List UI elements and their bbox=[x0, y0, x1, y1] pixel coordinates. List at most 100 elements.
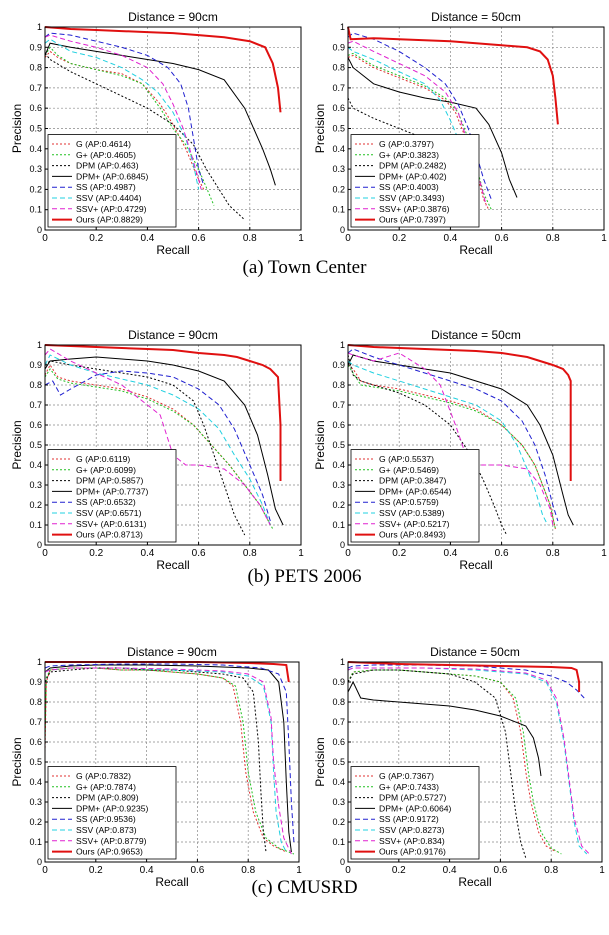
y-tick-label: 0.2 bbox=[332, 184, 345, 194]
y-tick-label: 0.5 bbox=[332, 124, 345, 134]
caption-cmusrd: (c) CMUSRD bbox=[251, 877, 358, 898]
legend: G (AP:0.6119)G+ (AP:0.6099)DPM (AP:0.585… bbox=[47, 449, 177, 543]
legend-entry: DPM+ (AP:0.6064) bbox=[379, 803, 452, 813]
x-tick-label: 0.2 bbox=[392, 233, 406, 244]
chart-title: Distance = 90cm bbox=[127, 645, 217, 659]
legend-entry: DPM (AP:0.5727) bbox=[379, 793, 446, 803]
y-tick-label: 0.8 bbox=[332, 380, 345, 390]
y-tick-label: 0.3 bbox=[29, 797, 42, 807]
x-tick-label: 0.8 bbox=[243, 233, 257, 244]
series-line-g-plus bbox=[44, 667, 295, 855]
series-line-ss bbox=[44, 370, 271, 522]
y-tick-label: 0.5 bbox=[332, 440, 345, 450]
legend-entry: SS (AP:0.4987) bbox=[76, 182, 136, 192]
y-tick-label: 0.6 bbox=[29, 420, 42, 430]
series-line-dpm-plus bbox=[347, 57, 518, 198]
y-axis-label: Precision bbox=[313, 737, 327, 786]
y-tick-label: 0 bbox=[37, 857, 42, 867]
legend-entry: SSV+ (AP:0.3876) bbox=[379, 204, 450, 214]
y-axis-label: Precision bbox=[10, 737, 24, 786]
legend-entry: G+ (AP:0.4605) bbox=[76, 150, 136, 160]
caption-town-center: (a) Town Center bbox=[242, 257, 367, 278]
y-tick-label: 0.3 bbox=[332, 164, 345, 174]
x-tick-label: 1 bbox=[601, 548, 607, 559]
legend: G (AP:0.4614)G+ (AP:0.4605)DPM (AP:0.463… bbox=[47, 134, 177, 228]
legend-entry: SS (AP:0.5759) bbox=[379, 497, 439, 507]
y-tick-label: 0.2 bbox=[29, 184, 42, 194]
y-tick-label: 1 bbox=[37, 22, 42, 32]
chart-panel: 0 0.2 0.4 0.6 0.8 1 0 0.1 0.2 0.3 0.4 0.5 0.6 0.7 0.8 0… bbox=[10, 645, 302, 889]
y-tick-label: 0.2 bbox=[332, 817, 345, 827]
legend-entry: SSV+ (AP:0.5217) bbox=[379, 519, 450, 529]
x-tick-label: 1 bbox=[296, 865, 302, 876]
legend-entry: SSV+ (AP:0.6131) bbox=[76, 519, 147, 529]
series-line-g-plus bbox=[347, 364, 556, 530]
legend-entry: G+ (AP:0.7874) bbox=[76, 782, 136, 792]
series-line-dpm bbox=[347, 354, 508, 536]
legend: G (AP:0.5537)G+ (AP:0.5469)DPM (AP:0.384… bbox=[350, 449, 480, 543]
x-tick-label: 0.6 bbox=[190, 865, 204, 876]
y-tick-label: 0.1 bbox=[332, 837, 345, 847]
chart-panel: 0 0.2 0.4 0.6 0.8 1 0 0.1 0.2 0.3 0.4 0.5 0.6 0.7 0.8 0… bbox=[10, 328, 304, 572]
legend-entry: DPM (AP:0.2482) bbox=[379, 161, 446, 171]
legend-entry: DPM+ (AP:0.6845) bbox=[76, 171, 149, 181]
x-tick-label: 0.4 bbox=[443, 233, 457, 244]
y-axis-label: Precision bbox=[313, 420, 327, 469]
legend-entry: SSV+ (AP:0.834) bbox=[379, 836, 445, 846]
series-line-dpm-plus bbox=[347, 354, 574, 526]
legend-entry: DPM+ (AP:0.402) bbox=[379, 171, 447, 181]
y-tick-label: 0.6 bbox=[332, 737, 345, 747]
y-tick-label: 0.3 bbox=[332, 480, 345, 490]
x-tick-label: 0.2 bbox=[89, 865, 103, 876]
y-tick-label: 0.8 bbox=[29, 697, 42, 707]
y-tick-label: 0.1 bbox=[332, 520, 345, 530]
series-line-ours bbox=[347, 26, 559, 125]
y-tick-label: 0.5 bbox=[29, 440, 42, 450]
x-tick-label: 0 bbox=[42, 548, 48, 559]
y-tick-label: 0.5 bbox=[29, 124, 42, 134]
legend-entry: Ours (AP:0.9176) bbox=[379, 847, 446, 857]
series-line-ssv-plus bbox=[44, 34, 202, 190]
y-tick-label: 0.1 bbox=[29, 520, 42, 530]
series-line-ssv-plus bbox=[347, 667, 590, 855]
y-tick-label: 1 bbox=[340, 22, 345, 32]
legend-box bbox=[350, 134, 480, 228]
legend-entry: SSV (AP:0.6571) bbox=[76, 508, 142, 518]
y-tick-label: 0.6 bbox=[332, 420, 345, 430]
y-tick-label: 1 bbox=[340, 657, 345, 667]
x-tick-label: 0.2 bbox=[392, 865, 406, 876]
series-line-dpm bbox=[347, 669, 527, 859]
x-tick-label: 0 bbox=[345, 233, 351, 244]
caption-pets-2006: (b) PETS 2006 bbox=[247, 566, 362, 587]
legend-entry: SSV+ (AP:0.8779) bbox=[76, 836, 147, 846]
y-tick-label: 0.8 bbox=[332, 697, 345, 707]
x-axis-label: Recall bbox=[459, 558, 492, 572]
y-tick-label: 0.3 bbox=[29, 164, 42, 174]
legend-box bbox=[47, 449, 177, 543]
legend: G (AP:0.7832)G+ (AP:0.7874)DPM (AP:0.809… bbox=[47, 766, 177, 860]
x-tick-label: 0 bbox=[42, 865, 48, 876]
legend-entry: G+ (AP:0.7433) bbox=[379, 782, 439, 792]
series-line-ssv-plus bbox=[44, 348, 271, 526]
x-axis-label: Recall bbox=[459, 243, 492, 257]
legend-entry: SSV (AP:0.8273) bbox=[379, 825, 445, 835]
x-tick-label: 0.4 bbox=[140, 865, 154, 876]
chart-panel: 0 0.2 0.4 0.6 0.8 1 0 0.1 0.2 0.3 0.4 0.5 0.6 0.7 0.8 0… bbox=[313, 10, 607, 257]
y-tick-label: 0.9 bbox=[29, 42, 42, 52]
series-line-ours bbox=[44, 26, 282, 113]
y-tick-label: 0.4 bbox=[332, 144, 345, 154]
legend-entry: G (AP:0.3797) bbox=[379, 139, 434, 149]
series-line-ours bbox=[347, 344, 572, 481]
y-tick-label: 0.4 bbox=[29, 777, 42, 787]
legend-entry: SSV (AP:0.4404) bbox=[76, 193, 142, 203]
x-axis-label: Recall bbox=[156, 243, 189, 257]
x-tick-label: 0.2 bbox=[89, 233, 103, 244]
series-line-g bbox=[44, 50, 205, 190]
legend-entry: DPM+ (AP:0.6544) bbox=[379, 486, 452, 496]
y-tick-label: 0.6 bbox=[29, 103, 42, 113]
y-tick-label: 0.3 bbox=[332, 797, 345, 807]
legend-entry: SS (AP:0.9172) bbox=[379, 814, 439, 824]
legend-entry: SSV+ (AP:0.4729) bbox=[76, 204, 147, 214]
y-tick-label: 0.7 bbox=[29, 400, 42, 410]
legend-box bbox=[47, 766, 177, 860]
